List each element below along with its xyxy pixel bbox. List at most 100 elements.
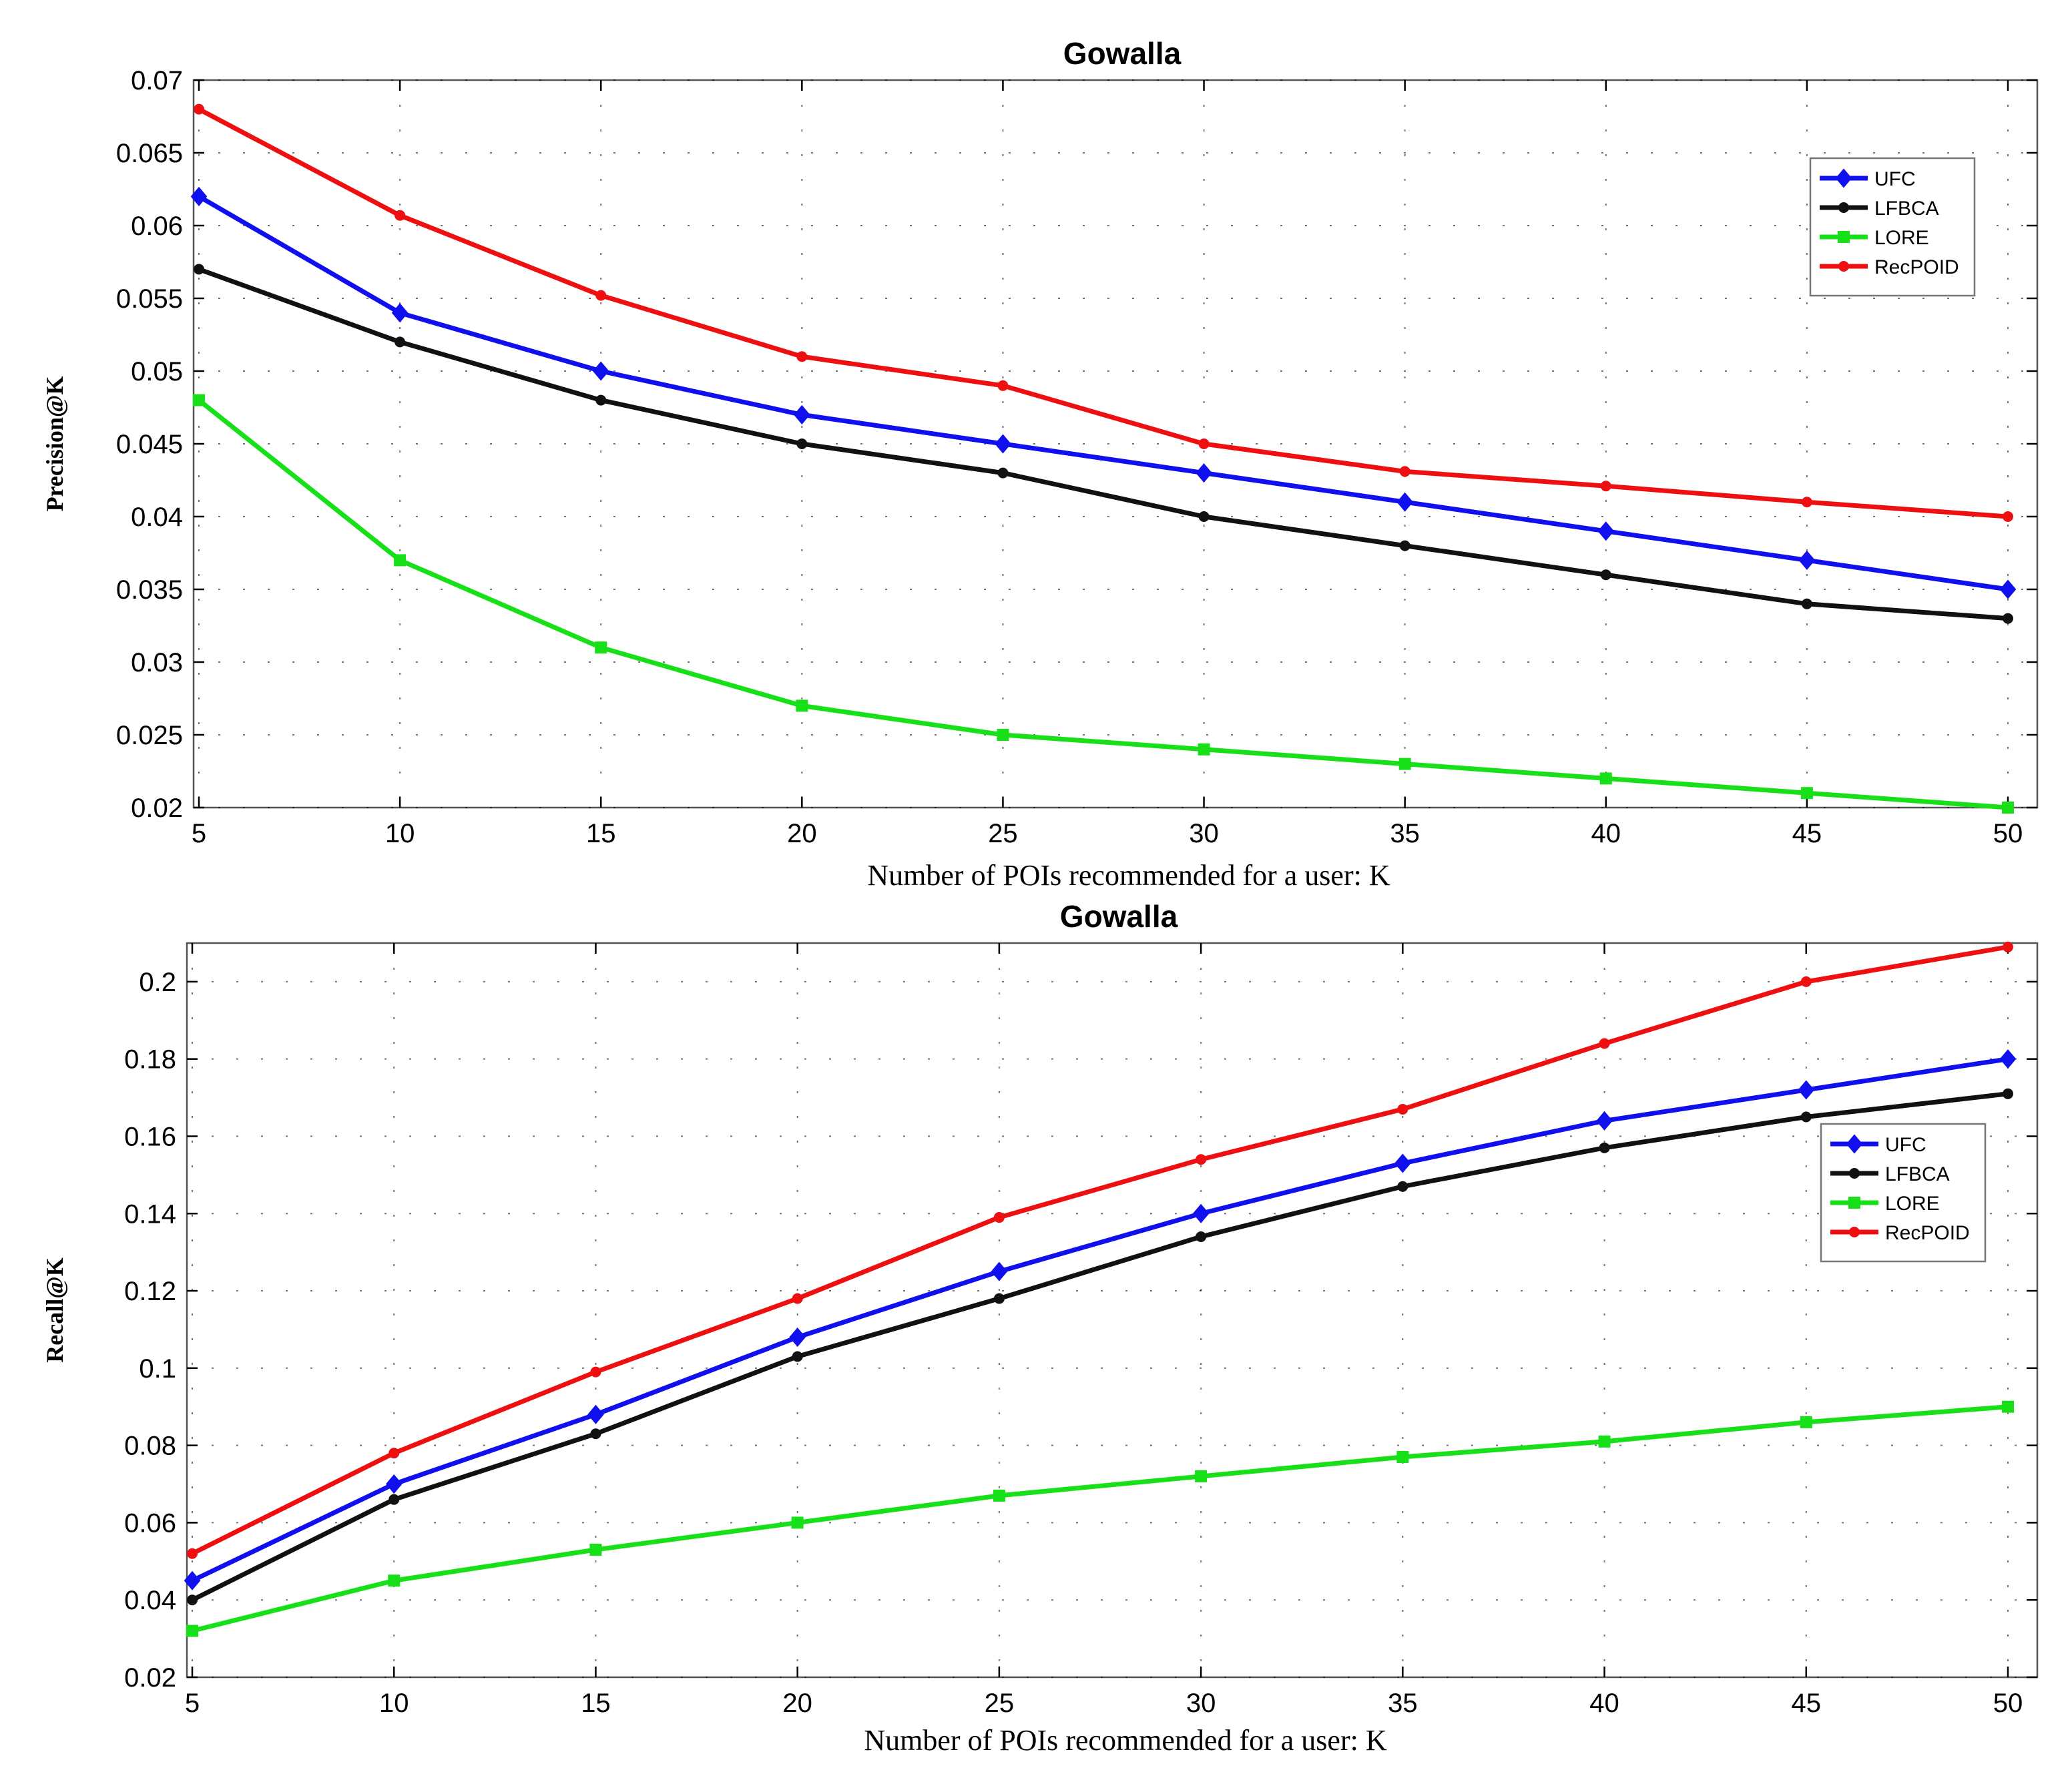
data-point-ufc [184,1570,201,1590]
data-point-recpoid [792,1293,803,1304]
legend-label-ufc: UFC [1874,168,1916,190]
x-tick-label: 25 [985,1689,1015,1718]
series-line-lfbca [191,1091,2009,1602]
data-point-recpoid [997,380,1009,391]
y-tick-label: 0.065 [116,139,183,168]
y-tick-label: 0.2 [139,968,176,997]
x-tick-label: 30 [1189,819,1219,848]
data-point-lore [1195,1470,1208,1482]
series-lfbca [187,1088,2013,1606]
data-point-recpoid [1600,481,1611,492]
data-point-lfbca [1801,598,1812,609]
x-tick-label: 15 [586,819,616,848]
data-point-lore [1198,743,1210,756]
x-tick-label: 30 [1186,1689,1216,1718]
data-point-recpoid [1800,976,1812,987]
precision-chart: 0.02 0.025 0.03 0.035 0.04 0.045 0.05 0.055 0.06… [41,36,2039,892]
plot-area [192,79,2039,809]
x-tick-label: 20 [787,819,817,848]
series-ufc [190,186,2017,599]
chart-title: Gowalla [1063,36,1182,71]
data-point-lore [193,394,205,406]
y-tick-label: 0.02 [131,794,183,823]
series-lore [193,394,2014,814]
series-lore [186,1400,2014,1637]
data-point-lfbca [796,438,808,449]
data-point-lore [997,729,1009,741]
y-tick-label: 0.04 [124,1586,176,1615]
data-point-ufc [391,303,409,323]
x-tick-label: 15 [581,1689,611,1718]
y-tick-label: 0.035 [116,575,183,605]
data-point-lfbca [1800,1111,1812,1123]
chart-title: Gowalla [1060,899,1178,934]
y-tick-label: 0.03 [131,648,183,677]
legend-label-lore: LORE [1885,1193,1940,1215]
data-point-recpoid [187,1548,198,1559]
y-axis-label: Precision@K [41,376,68,512]
data-point-lfbca [1198,511,1210,522]
legend: UFC LFBCA LORE RecPOID [1809,157,1976,297]
x-axis-label: Number of POIs recommended for a user: K [867,859,1390,892]
x-tick-label: 5 [185,1689,200,1718]
data-point-lfbca [194,264,204,275]
data-point-recpoid [595,290,607,301]
x-tick-label: 20 [782,1689,812,1718]
y-tick-label: 0.12 [124,1277,176,1306]
data-point-lfbca [792,1351,803,1362]
recall-chart: 0.02 0.04 0.06 0.08 0.1 0.12 0.14 0.16 0.18 0.2 5 1… [41,899,2039,1757]
legend-marker-lfbca [1838,202,1849,213]
data-point-lore [186,1625,198,1637]
legend-marker-lore [1838,231,1850,243]
x-tick-label: 35 [1390,819,1420,848]
y-tick-label: 0.1 [139,1354,176,1384]
data-point-ufc [190,186,208,206]
data-point-recpoid [1397,1103,1408,1115]
y-tick-label: 0.06 [124,1508,176,1538]
data-point-lfbca [997,467,1009,479]
y-tick-label: 0.02 [124,1663,176,1693]
y-tick-label: 0.08 [124,1432,176,1461]
plot-area [186,942,2039,1679]
legend-marker-lfbca [1849,1168,1860,1179]
data-point-recpoid [1599,1038,1610,1049]
data-point-lfbca [1600,569,1611,581]
data-point-lfbca [590,1428,601,1440]
data-point-recpoid [2003,511,2013,522]
data-point-lfbca [2003,613,2013,624]
data-point-lfbca [388,1494,400,1505]
legend-marker-lore [1848,1197,1860,1209]
legend-box [1809,157,1976,297]
data-point-lore [1800,787,1813,800]
data-point-recpoid [2003,941,2013,952]
legend: UFC LFBCA LORE RecPOID [1820,1123,1987,1263]
data-point-ufc [587,1404,604,1424]
data-point-ufc [1999,1049,2017,1069]
x-tick-label: 40 [1591,819,1621,848]
data-point-ufc [1798,1080,1815,1100]
legend-label-lfbca: LFBCA [1885,1163,1950,1185]
data-point-lore [796,699,808,712]
data-point-ufc [1999,579,2017,599]
data-point-lore [388,1574,401,1587]
data-point-lfbca [1397,1181,1408,1192]
data-point-recpoid [993,1212,1005,1223]
series-line-lore [192,1404,2009,1633]
data-point-ufc [789,1327,806,1348]
data-point-lore [1800,1416,1812,1428]
y-tick-label: 0.06 [131,212,183,241]
y-tick-label: 0.14 [124,1199,176,1229]
series-line-recpoid [191,944,2009,1556]
data-point-recpoid [194,103,204,115]
legend-marker-ufc [1835,168,1852,188]
data-point-ufc [1192,1203,1210,1223]
data-point-lore [993,1489,1005,1502]
y-tick-label: 0.045 [116,430,183,459]
data-point-lfbca [1399,540,1410,551]
x-tick-label: 10 [385,819,415,848]
x-tick-label: 35 [1388,1689,1418,1718]
data-point-lore [589,1543,602,1556]
legend-box [1820,1123,1987,1263]
series-line-ufc [198,194,2009,592]
